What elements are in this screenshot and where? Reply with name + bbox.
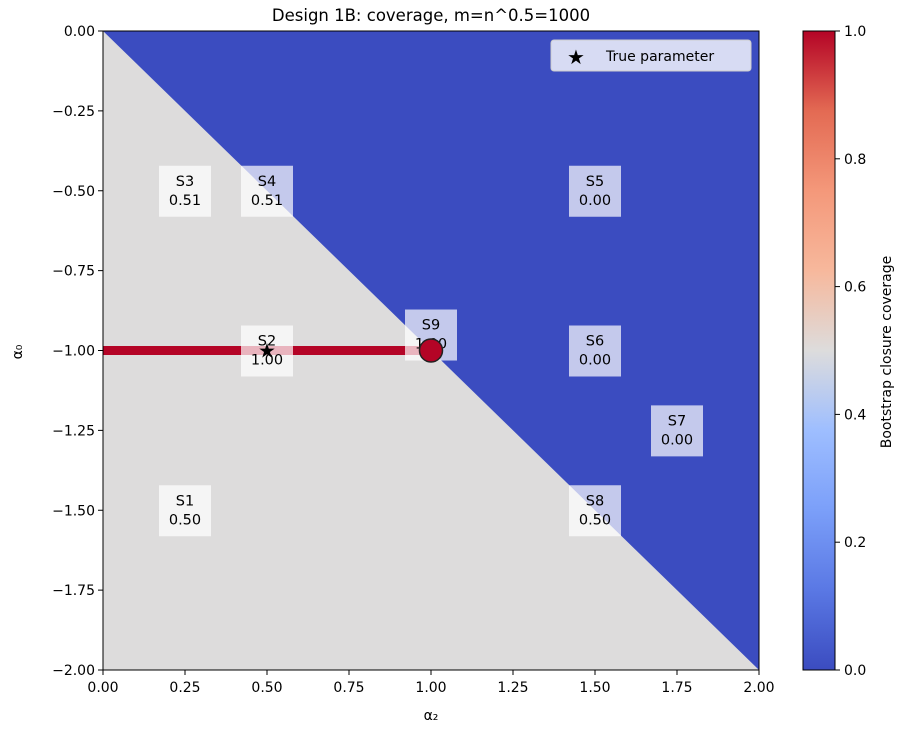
x-tick-label: 0.25	[169, 680, 200, 696]
cell-id: S3	[176, 174, 194, 190]
x-tick-label: 1.25	[497, 680, 528, 696]
legend: ★ True parameter	[550, 39, 752, 72]
cell-id: S6	[586, 334, 604, 350]
cell-s4: S4 0.51	[241, 165, 293, 217]
colorbar-tick-label: 1.0	[844, 24, 866, 40]
x-tick-label: 1.50	[579, 680, 610, 696]
star-icon: ★	[567, 45, 585, 69]
cell-value: 0.00	[661, 432, 693, 448]
colorbar-gradient	[802, 30, 836, 671]
y-tick-label: −1.25	[52, 423, 95, 439]
cell-value: 0.00	[579, 193, 611, 209]
cell-id: S4	[258, 174, 276, 190]
cell-id: S5	[586, 174, 604, 190]
y-tick-label: 0.00	[64, 24, 95, 40]
cell-label-box	[241, 165, 293, 217]
cell-id: S9	[422, 318, 440, 334]
cell-id: S2	[258, 334, 276, 350]
cell-s3: S3 0.51	[159, 165, 211, 217]
x-tick-label: 1.00	[415, 680, 446, 696]
cell-label-box	[159, 165, 211, 217]
colorbar-tick-label: 0.8	[844, 152, 866, 168]
cell-s2: S2 1.00	[241, 325, 293, 377]
x-axis-label: α₂	[424, 708, 439, 724]
colorbar: 0.0 0.2 0.4 0.6 0.8 1.0 Bootstrap closure cov…	[802, 24, 895, 679]
cell-label-box	[651, 405, 703, 457]
colorbar-tick-label: 0.4	[844, 407, 866, 423]
colorbar-tick-label: 0.0	[844, 663, 866, 679]
cell-s1: S1 0.50	[159, 485, 211, 537]
cell-value: 0.50	[169, 512, 201, 528]
y-tick-label: −1.75	[52, 583, 95, 599]
y-tick-label: −0.50	[52, 184, 95, 200]
full-coverage-point	[418, 338, 444, 363]
cell-s7: S7 0.00	[651, 405, 703, 457]
x-tick-label: 1.75	[661, 680, 692, 696]
cell-id: S7	[668, 413, 686, 429]
y-tick-label: −0.75	[52, 264, 95, 280]
cell-value: 0.00	[579, 353, 611, 369]
colorbar-tick-label: 0.6	[844, 280, 866, 296]
y-tick-label: −0.25	[52, 104, 95, 120]
cell-id: S8	[586, 493, 604, 509]
cell-label-box	[569, 325, 621, 377]
colorbar-tick-label: 0.2	[844, 535, 866, 551]
cell-value: 0.51	[169, 193, 201, 209]
cell-label-box	[159, 485, 211, 537]
cell-value: 1.00	[251, 353, 283, 369]
colorbar-label: Bootstrap closure coverage	[879, 256, 895, 449]
cell-value: 0.51	[251, 193, 283, 209]
cell-id: S1	[176, 493, 194, 509]
true-parameter-marker: ★	[258, 339, 276, 363]
x-tick-label: 0.00	[87, 680, 118, 696]
y-tick-label: −1.50	[52, 503, 95, 519]
legend-entry-true-parameter: True parameter	[605, 49, 714, 65]
colorbar-ticks: 0.0 0.2 0.4 0.6 0.8 1.0	[835, 24, 866, 679]
y-tick-label: −2.00	[52, 663, 95, 679]
cell-label-box	[569, 165, 621, 217]
x-tick-label: 0.75	[333, 680, 364, 696]
y-tick-label: −1.00	[52, 344, 95, 360]
cell-label-box	[241, 325, 293, 377]
legend-box	[550, 39, 752, 72]
plot-area: S1 0.50 S2 1.00 S3 0.51 S4 0.51 S5 0.00 S6 0.00 S7 0.…	[52, 24, 774, 696]
y-axis-label: α₀	[10, 344, 26, 359]
cell-s5: S5 0.00	[569, 165, 621, 217]
cell-s6: S6 0.00	[569, 325, 621, 377]
x-tick-label: 2.00	[743, 680, 774, 696]
cell-label-box	[569, 485, 621, 537]
chart-title: Design 1B: coverage, m=n^0.5=1000	[272, 6, 590, 25]
x-tick-label: 0.50	[251, 680, 282, 696]
cell-value: 0.50	[579, 512, 611, 528]
cell-s8: S8 0.50	[569, 485, 621, 537]
